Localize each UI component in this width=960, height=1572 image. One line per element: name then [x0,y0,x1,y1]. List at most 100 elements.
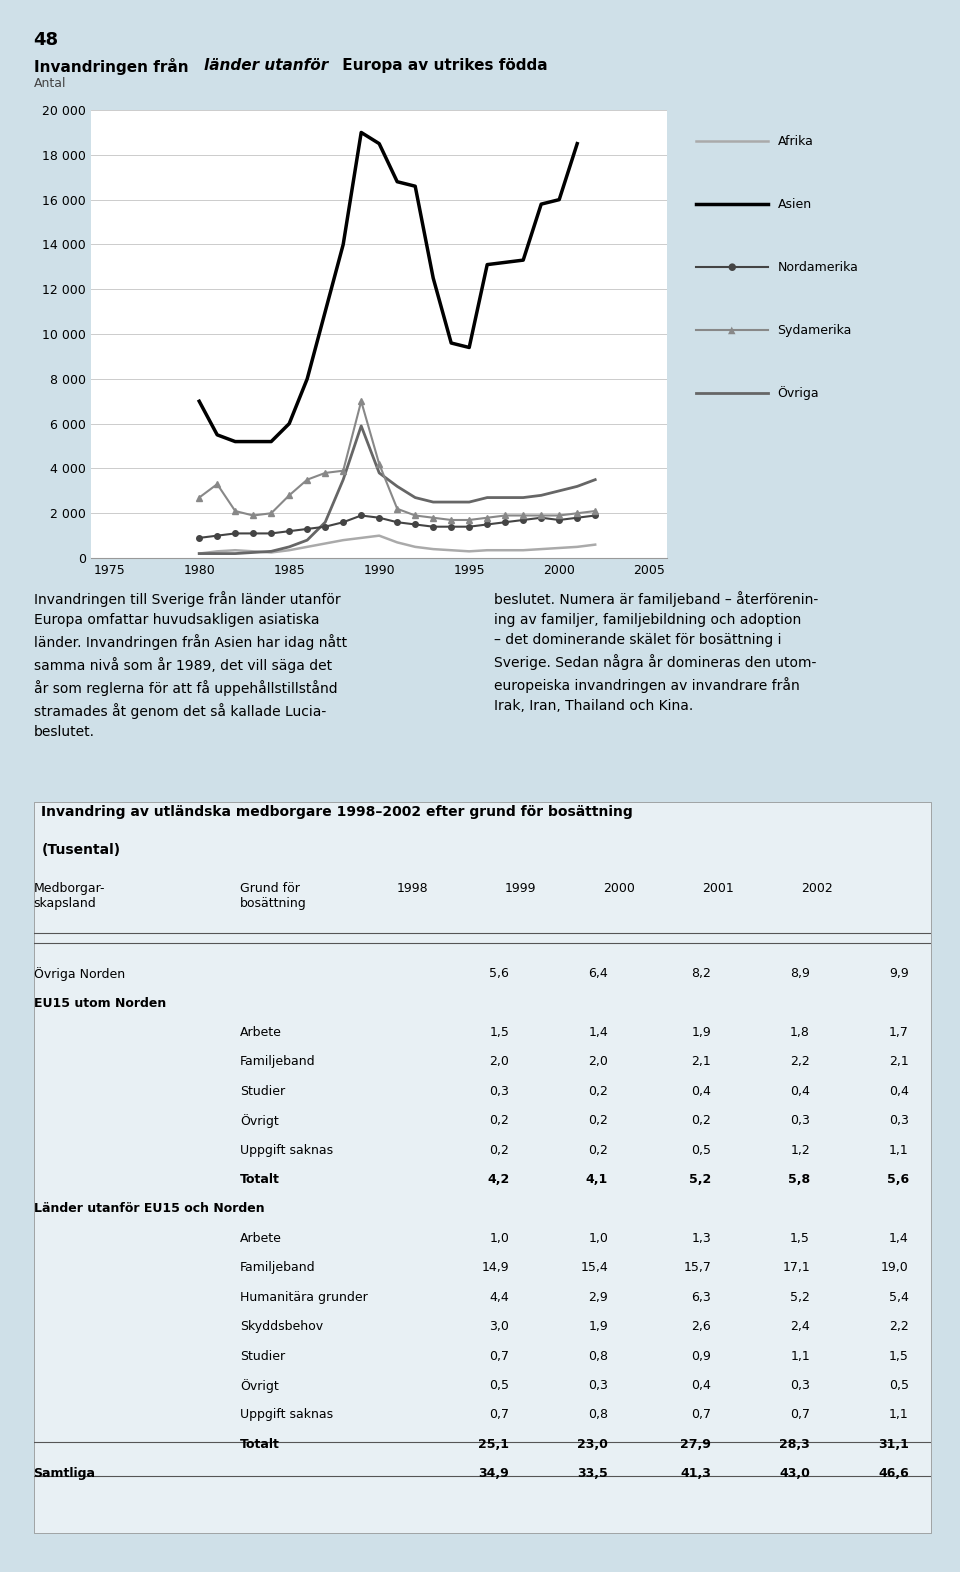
Text: Medborgar-
skapsland: Medborgar- skapsland [34,882,105,910]
Text: 15,4: 15,4 [580,1261,608,1275]
Text: 4,1: 4,1 [586,1173,608,1187]
Text: 0,2: 0,2 [588,1115,608,1127]
Text: Antal: Antal [34,77,66,90]
Text: 17,1: 17,1 [782,1261,810,1275]
Text: 1,5: 1,5 [490,1027,510,1039]
Text: 9,9: 9,9 [889,967,909,981]
Text: 2,6: 2,6 [691,1320,711,1333]
Text: 41,3: 41,3 [681,1467,711,1481]
Text: 1,9: 1,9 [588,1320,608,1333]
Text: 1,1: 1,1 [889,1409,909,1421]
Text: 1,5: 1,5 [790,1232,810,1245]
Text: 43,0: 43,0 [780,1467,810,1481]
Text: 1,1: 1,1 [889,1144,909,1157]
Text: länder utanför: länder utanför [204,58,328,74]
Text: 1,1: 1,1 [790,1349,810,1363]
Text: Invandringen från: Invandringen från [34,58,194,75]
Text: Familjeband: Familjeband [240,1055,316,1069]
Text: 5,6: 5,6 [490,967,510,981]
Text: 1,8: 1,8 [790,1027,810,1039]
Text: Arbete: Arbete [240,1027,282,1039]
Text: beslutet. Numera är familjeband – återförenin-
ing av familjer, familjebildning : beslutet. Numera är familjeband – återfö… [494,591,819,714]
Text: 2,1: 2,1 [889,1055,909,1069]
Text: 15,7: 15,7 [684,1261,711,1275]
Text: 1,2: 1,2 [790,1144,810,1157]
Text: 0,3: 0,3 [889,1115,909,1127]
Text: Humanitära grunder: Humanitära grunder [240,1291,368,1303]
Text: 1,5: 1,5 [889,1349,909,1363]
Text: 2,0: 2,0 [588,1055,608,1069]
Text: ▲: ▲ [729,325,735,335]
Text: 0,7: 0,7 [790,1409,810,1421]
Text: Studier: Studier [240,1085,285,1097]
Text: 34,9: 34,9 [479,1467,510,1481]
Text: Övriga: Övriga [778,387,819,399]
Text: 0,2: 0,2 [588,1144,608,1157]
Text: 1998: 1998 [396,882,428,894]
Text: 2001: 2001 [702,882,733,894]
Text: (Tusental): (Tusental) [41,843,120,857]
Text: 2,0: 2,0 [490,1055,510,1069]
Text: Invandring av utländska medborgare 1998–2002 efter grund för bosättning: Invandring av utländska medborgare 1998–… [41,805,633,819]
Text: Övriga Norden: Övriga Norden [34,967,125,981]
Text: Studier: Studier [240,1349,285,1363]
Text: 1,9: 1,9 [691,1027,711,1039]
Text: 5,4: 5,4 [889,1291,909,1303]
Text: 0,3: 0,3 [790,1379,810,1391]
Text: Skyddsbehov: Skyddsbehov [240,1320,324,1333]
Text: 0,3: 0,3 [790,1115,810,1127]
Text: 5,2: 5,2 [689,1173,711,1187]
Text: Uppgift saknas: Uppgift saknas [240,1409,333,1421]
Text: 27,9: 27,9 [681,1438,711,1451]
Text: 8,2: 8,2 [691,967,711,981]
Text: 4,4: 4,4 [490,1291,510,1303]
Text: 0,5: 0,5 [889,1379,909,1391]
Text: Grund för
bosättning: Grund för bosättning [240,882,307,910]
Text: 1999: 1999 [505,882,537,894]
Text: 14,9: 14,9 [482,1261,510,1275]
Text: 2,2: 2,2 [790,1055,810,1069]
Text: 1,0: 1,0 [490,1232,510,1245]
Text: 46,6: 46,6 [878,1467,909,1481]
Text: Totalt: Totalt [240,1438,280,1451]
Text: 1,7: 1,7 [889,1027,909,1039]
Text: 5,2: 5,2 [790,1291,810,1303]
Text: 0,4: 0,4 [691,1379,711,1391]
Text: Sydamerika: Sydamerika [778,324,852,336]
Text: Asien: Asien [778,198,812,211]
Text: 0,8: 0,8 [588,1349,608,1363]
Text: Samtliga: Samtliga [34,1467,96,1481]
Text: 1,4: 1,4 [588,1027,608,1039]
Text: Nordamerika: Nordamerika [778,261,858,274]
Text: 5,6: 5,6 [887,1173,909,1187]
Text: Övrigt: Övrigt [240,1379,278,1393]
Text: Länder utanför EU15 och Norden: Länder utanför EU15 och Norden [34,1203,264,1215]
Text: 0,7: 0,7 [691,1409,711,1421]
Text: 0,5: 0,5 [490,1379,510,1391]
Text: 2,1: 2,1 [691,1055,711,1069]
Text: 2,4: 2,4 [790,1320,810,1333]
Text: Övrigt: Övrigt [240,1115,278,1129]
Text: 2,9: 2,9 [588,1291,608,1303]
Text: 1,4: 1,4 [889,1232,909,1245]
Text: 23,0: 23,0 [577,1438,608,1451]
Text: 0,7: 0,7 [490,1409,510,1421]
Text: Invandringen till Sverige från länder utanför
Europa omfattar huvudsakligen asia: Invandringen till Sverige från länder ut… [34,591,347,739]
Text: 0,9: 0,9 [691,1349,711,1363]
Text: Familjeband: Familjeband [240,1261,316,1275]
Text: Europa av utrikes födda: Europa av utrikes födda [337,58,547,74]
Text: Totalt: Totalt [240,1173,280,1187]
Text: 28,3: 28,3 [780,1438,810,1451]
Text: 1,0: 1,0 [588,1232,608,1245]
Text: Uppgift saknas: Uppgift saknas [240,1144,333,1157]
Text: ●: ● [728,263,736,272]
Text: 0,2: 0,2 [490,1144,510,1157]
Text: 0,5: 0,5 [691,1144,711,1157]
Text: 2000: 2000 [603,882,635,894]
Text: 31,1: 31,1 [877,1438,909,1451]
Text: 0,4: 0,4 [691,1085,711,1097]
Text: 0,3: 0,3 [588,1379,608,1391]
Text: 3,0: 3,0 [490,1320,510,1333]
Text: 2,2: 2,2 [889,1320,909,1333]
Text: 5,8: 5,8 [788,1173,810,1187]
